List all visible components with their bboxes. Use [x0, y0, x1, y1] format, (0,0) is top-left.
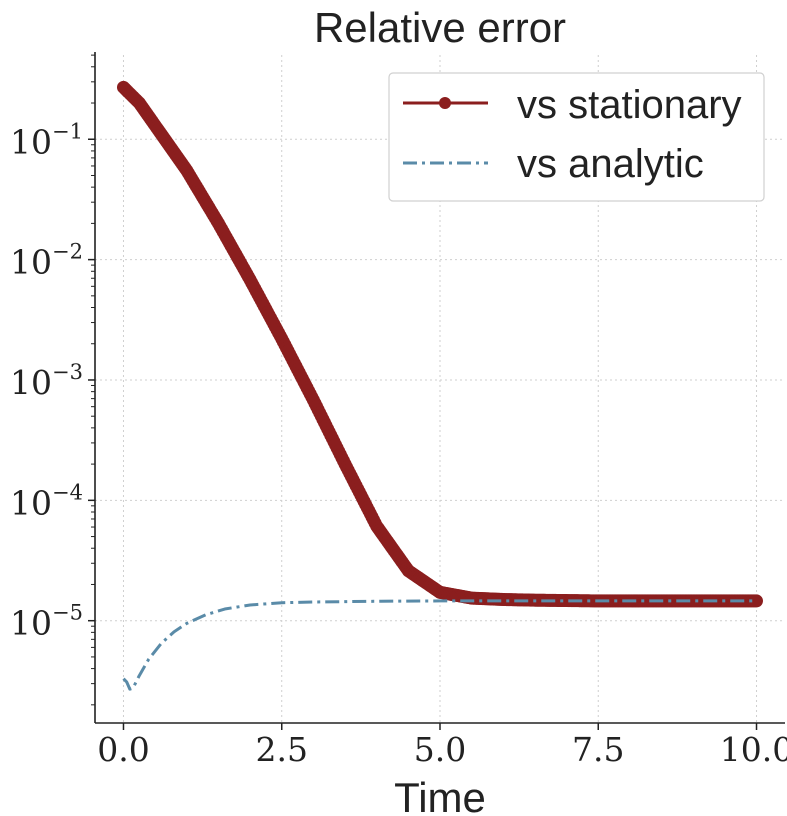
y-ticks: 10−5 10−4 10−3 10−2 10−1	[10, 54, 95, 706]
chart-title: Relative error	[314, 4, 566, 51]
y-tick-label: 10−3	[10, 360, 83, 402]
legend-marker-vs-stationary	[439, 97, 451, 109]
legend-frame	[388, 72, 765, 202]
x-axis-label: Time	[394, 774, 486, 816]
legend-label-vs-analytic: vs analytic	[517, 142, 704, 186]
plot-area	[116, 80, 764, 691]
y-tick-label: 10−1	[10, 119, 83, 161]
x-tick-label: 2.5	[256, 730, 308, 769]
x-tick-label: 5.0	[414, 730, 466, 769]
x-tick-label: 7.5	[572, 730, 624, 769]
x-tick-label: 10.0	[720, 730, 787, 769]
legend: vs stationary vs analytic	[388, 72, 765, 202]
x-ticks: 0.0 2.5 5.0 7.5 10.0	[97, 723, 787, 769]
legend-label-vs-stationary: vs stationary	[517, 83, 742, 127]
series-vs-stationary	[116, 80, 764, 608]
y-tick-label: 10−2	[10, 240, 83, 282]
series-line-vs-analytic	[122, 599, 757, 691]
y-tick-label: 10−4	[10, 480, 83, 522]
x-tick-label: 0.0	[97, 730, 149, 769]
data-point-vs-stationary	[750, 594, 764, 608]
y-tick-label: 10−5	[10, 601, 83, 643]
